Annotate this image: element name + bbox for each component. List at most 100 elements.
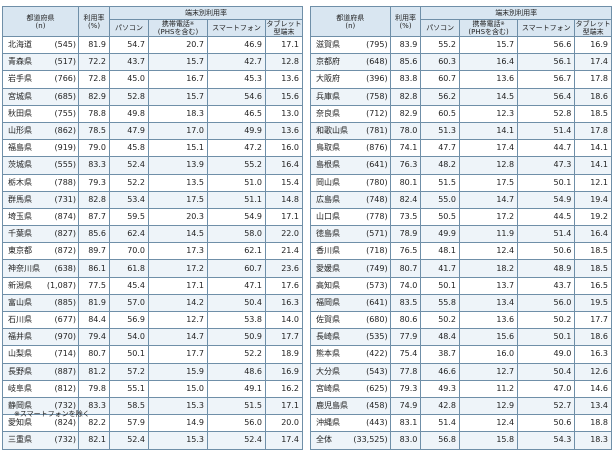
tablet-cell: 12.6 <box>574 362 612 381</box>
smartphone-cell: 47.3 <box>517 156 576 175</box>
tablet-cell: 16.0 <box>265 139 303 158</box>
smartphone-cell: 50.6 <box>517 242 576 261</box>
mobile-phone-cell: 17.2 <box>458 207 519 227</box>
mobile-phone-cell: 12.4 <box>458 242 519 261</box>
table-row: 山梨県 (714) 80.7 50.1 17.7 52.2 18.9 <box>2 345 303 364</box>
sample-size-cell: (731) <box>45 190 79 209</box>
prefecture-cell: 鳥取県 <box>310 139 354 158</box>
prefecture-cell: 岩手県 <box>2 70 46 89</box>
mobile-phone-cell: 13.7 <box>458 276 519 295</box>
sample-size-cell: (33,525) <box>353 431 391 450</box>
mobile-phone-cell: 14.5 <box>458 87 519 106</box>
tablet-cell: 15.4 <box>265 173 303 192</box>
usage-rate-cell: 81.9 <box>78 293 110 313</box>
sample-size-cell: (517) <box>45 53 79 72</box>
table-row: 岡山県 (780) 80.1 51.5 17.5 50.1 12.1 <box>310 173 612 192</box>
usage-rate-cell: 80.7 <box>78 345 110 364</box>
tablet-cell: 18.3 <box>574 431 612 450</box>
usage-rate-cell: 83.1 <box>389 414 422 433</box>
usage-rate-cell: 76.5 <box>389 242 422 261</box>
pc-cell: 38.7 <box>420 345 460 364</box>
header-usage-rate: 利用率 (%) <box>389 6 422 37</box>
mobile-phone-cell: 16.0 <box>458 345 519 364</box>
prefecture-cell: 大阪府 <box>310 70 354 89</box>
sample-size-cell: (422) <box>353 345 391 364</box>
sample-size-cell: (685) <box>45 87 79 106</box>
smartphone-cell: 54.9 <box>207 207 266 227</box>
sample-size-cell: (795) <box>353 35 391 55</box>
usage-rate-cell: 89.7 <box>78 242 110 261</box>
usage-rate-cell: 83.0 <box>389 431 422 450</box>
smartphone-cell: 42.7 <box>207 53 266 72</box>
mobile-phone-cell: 12.9 <box>458 396 519 416</box>
header-smartphone: スマートフォン <box>207 19 266 37</box>
smartphone-cell: 51.0 <box>207 173 266 192</box>
tablet-cell: 18.5 <box>574 259 612 278</box>
pc-cell: 48.1 <box>420 242 460 261</box>
usage-rate-cell: 83.3 <box>78 396 110 416</box>
pc-cell: 57.9 <box>109 414 149 433</box>
mobile-phone-cell: 12.4 <box>458 414 519 433</box>
prefecture-cell: 鹿児島県 <box>310 396 354 416</box>
smartphone-cell: 46.5 <box>207 104 266 123</box>
mobile-phone-cell: 18.3 <box>148 104 208 123</box>
smartphone-cell: 58.0 <box>207 225 266 244</box>
mobile-phone-cell: 15.0 <box>148 379 208 398</box>
mobile-phone-cell: 13.9 <box>148 156 208 175</box>
usage-rate-cell: 82.9 <box>78 87 110 106</box>
prefecture-cell: 熊本県 <box>310 345 354 364</box>
prefecture-cell: 香川県 <box>310 242 354 261</box>
sample-size-cell: (458) <box>353 396 391 416</box>
table-row: 香川県 (718) 76.5 48.1 12.4 50.6 18.5 <box>310 242 612 261</box>
smartphone-cell: 47.2 <box>207 139 266 158</box>
usage-rate-cell: 74.0 <box>389 276 422 295</box>
usage-rate-cell: 77.9 <box>389 328 422 347</box>
usage-rate-cell: 72.2 <box>78 53 110 72</box>
tablet-cell: 14.1 <box>574 139 612 158</box>
tablet-cell: 18.5 <box>574 242 612 261</box>
prefecture-cell: 三重県 <box>2 431 46 450</box>
pc-cell: 52.2 <box>109 173 149 192</box>
table-row: 青森県 (517) 72.2 43.7 15.7 42.7 12.8 <box>2 53 303 72</box>
smartphone-cell: 50.4 <box>207 293 266 313</box>
mobile-phone-cell: 12.7 <box>458 362 519 381</box>
prefecture-cell: 兵庫県 <box>310 87 354 106</box>
table-row: 石川県 (677) 84.4 56.9 12.7 53.8 14.0 <box>2 310 303 330</box>
footnote: ※スマートフォンを除く <box>14 410 90 418</box>
mobile-phone-cell: 15.3 <box>148 431 208 450</box>
table-row: 神奈川県 (638) 86.1 61.8 17.2 60.7 23.6 <box>2 259 303 278</box>
tablet-cell: 12.8 <box>265 53 303 72</box>
usage-rate-cell: 72.8 <box>78 70 110 89</box>
smartphone-cell: 54.9 <box>517 190 576 209</box>
usage-rate-cell: 82.8 <box>78 190 110 209</box>
pc-cell: 48.4 <box>420 328 460 347</box>
header-prefecture: 都道府県 (n) <box>2 6 79 37</box>
usage-rate-cell: 81.9 <box>78 35 110 55</box>
sample-size-cell: (641) <box>353 156 391 175</box>
mobile-phone-cell: 17.3 <box>148 242 208 261</box>
tablet-cell: 17.8 <box>574 121 612 141</box>
tablet-cell: 16.3 <box>265 293 303 313</box>
header-device-group: 端末別利用率 <box>420 6 612 20</box>
table-row: 愛媛県 (749) 80.7 41.7 18.2 48.9 18.5 <box>310 259 612 278</box>
table-body-right: 滋賀県 (795) 83.9 55.2 15.7 56.6 16.9 京都府 (648) 85.6… <box>310 35 612 450</box>
header-mobile-phone: 携帯電話※ (PHSを含む) <box>458 19 519 37</box>
pc-cell: 60.5 <box>420 104 460 123</box>
sample-size-cell: (648) <box>353 53 391 72</box>
tablet-cell: 16.9 <box>265 362 303 381</box>
pc-cell: 45.4 <box>109 276 149 295</box>
mobile-phone-cell: 14.2 <box>148 293 208 313</box>
pc-cell: 49.3 <box>420 379 460 398</box>
smartphone-cell: 52.8 <box>517 104 576 123</box>
smartphone-cell: 50.6 <box>517 414 576 433</box>
header-prefecture: 都道府県 (n) <box>310 6 391 37</box>
pc-cell: 62.4 <box>109 225 149 244</box>
tablet-cell: 16.3 <box>574 345 612 364</box>
pc-cell: 48.2 <box>420 156 460 175</box>
smartphone-cell: 52.4 <box>207 431 266 450</box>
sample-size-cell: (876) <box>353 139 391 158</box>
sample-size-cell: (766) <box>45 70 79 89</box>
sample-size-cell: (788) <box>45 173 79 192</box>
smartphone-cell: 50.4 <box>517 362 576 381</box>
prefecture-cell: 岐阜県 <box>2 379 46 398</box>
